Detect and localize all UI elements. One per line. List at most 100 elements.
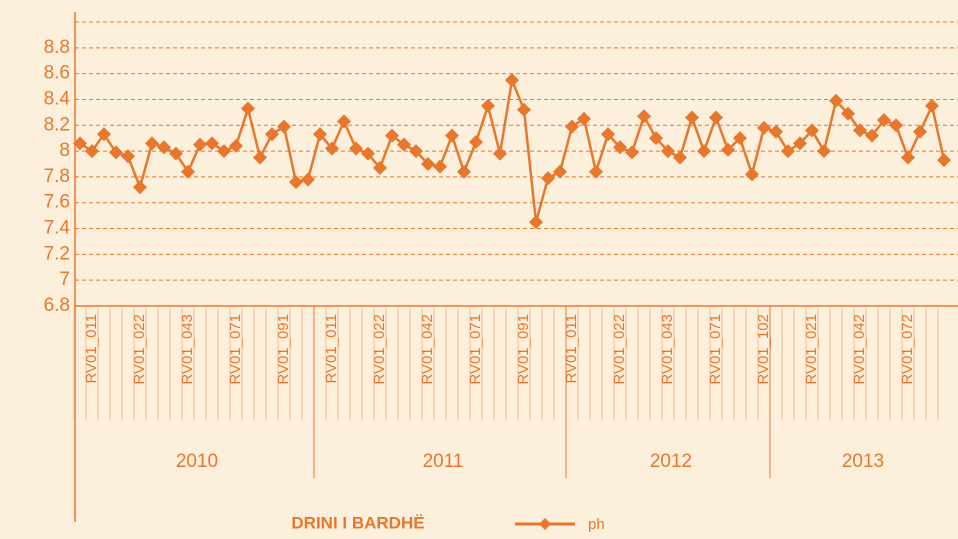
data-point [673,150,687,165]
x-tick-label: RV01_102 [755,314,772,385]
data-point [577,111,591,126]
x-tick-label: RV01_011 [563,314,580,384]
data-point [541,171,555,186]
data-point [373,160,387,175]
data-point [289,175,303,190]
data-point [157,140,171,155]
data-point [313,127,327,142]
x-tick-label: RV01_071 [467,314,484,385]
data-point [409,144,423,159]
x-tick-label: RV01_022 [611,314,628,385]
x-tick-label: RV01_043 [179,314,196,385]
data-point [109,145,123,160]
data-point [145,136,159,151]
data-point [745,167,759,182]
x-tick-label: RV01_071 [227,314,244,385]
data-point [241,101,255,116]
data-point [121,149,135,164]
data-point [601,127,615,142]
data-point [505,73,519,88]
x-tick-label: RV01_072 [899,314,916,385]
data-point [469,135,483,150]
y-tick-label: 7.8 [44,166,70,187]
legend-marker [539,518,551,530]
x-tick-label: RV01_042 [419,314,436,385]
data-point [733,131,747,146]
data-point [589,164,603,179]
data-point [205,136,219,151]
y-tick-label: 8.8 [44,37,70,58]
x-tick-label: RV01_071 [707,314,724,385]
chart-title: DRINI I BARDHË [291,513,424,532]
y-tick-label: 8.6 [44,63,70,84]
data-point [793,136,807,151]
data-point [397,137,411,152]
y-tick-label: 8.2 [44,114,70,135]
data-point [553,164,567,179]
data-point [805,123,819,138]
data-point [193,137,207,152]
data-point [937,153,951,168]
data-point [901,150,915,165]
group-label: 2013 [842,451,884,472]
y-tick-label: 8 [59,140,70,161]
data-point [457,164,471,179]
data-point [625,145,639,160]
data-point [493,146,507,161]
data-point [913,124,927,139]
data-point [817,144,831,159]
data-point [133,180,147,195]
data-point [613,140,627,155]
data-point [421,157,435,171]
data-point [277,119,291,134]
data-point [481,98,495,113]
data-point [361,146,375,161]
data-point [841,106,855,121]
data-point [517,102,531,117]
data-point [301,172,315,187]
data-point [349,141,363,156]
group-label: 2011 [423,451,464,472]
data-point [661,144,675,159]
data-point [697,144,711,159]
x-tick-label: RV01_022 [371,314,388,385]
x-tick-label: RV01_091 [275,314,292,385]
data-point [73,136,87,151]
x-tick-label: RV01_011 [83,314,100,384]
data-point [829,93,843,108]
data-point [685,110,699,125]
data-point [889,118,903,133]
group-label: 2012 [650,451,692,472]
data-point [769,124,783,139]
x-tick-label: RV01_021 [803,314,820,385]
data-point [229,138,243,153]
y-tick-label: 6.8 [44,295,70,316]
data-point [181,164,195,179]
data-point [337,114,351,129]
data-point [925,98,939,113]
data-point [865,128,879,143]
y-tick-label: 7 [59,269,70,290]
data-point [265,127,279,142]
data-point [385,128,399,143]
data-point [97,127,111,142]
data-point [565,119,579,134]
data-point [325,141,339,156]
data-point [709,110,723,125]
group-label: 2010 [176,451,218,472]
data-point [529,215,543,230]
data-point [757,120,771,135]
data-point [721,142,735,157]
x-tick-label: RV01_011 [323,314,340,384]
data-point [781,144,795,159]
data-point [877,113,891,128]
data-point [649,131,663,146]
x-tick-label: RV01_042 [851,314,868,385]
data-point [433,159,447,174]
x-tick-label: RV01_091 [515,314,532,385]
data-point [853,123,867,138]
data-point [85,144,99,159]
y-tick-label: 8.4 [44,88,71,109]
